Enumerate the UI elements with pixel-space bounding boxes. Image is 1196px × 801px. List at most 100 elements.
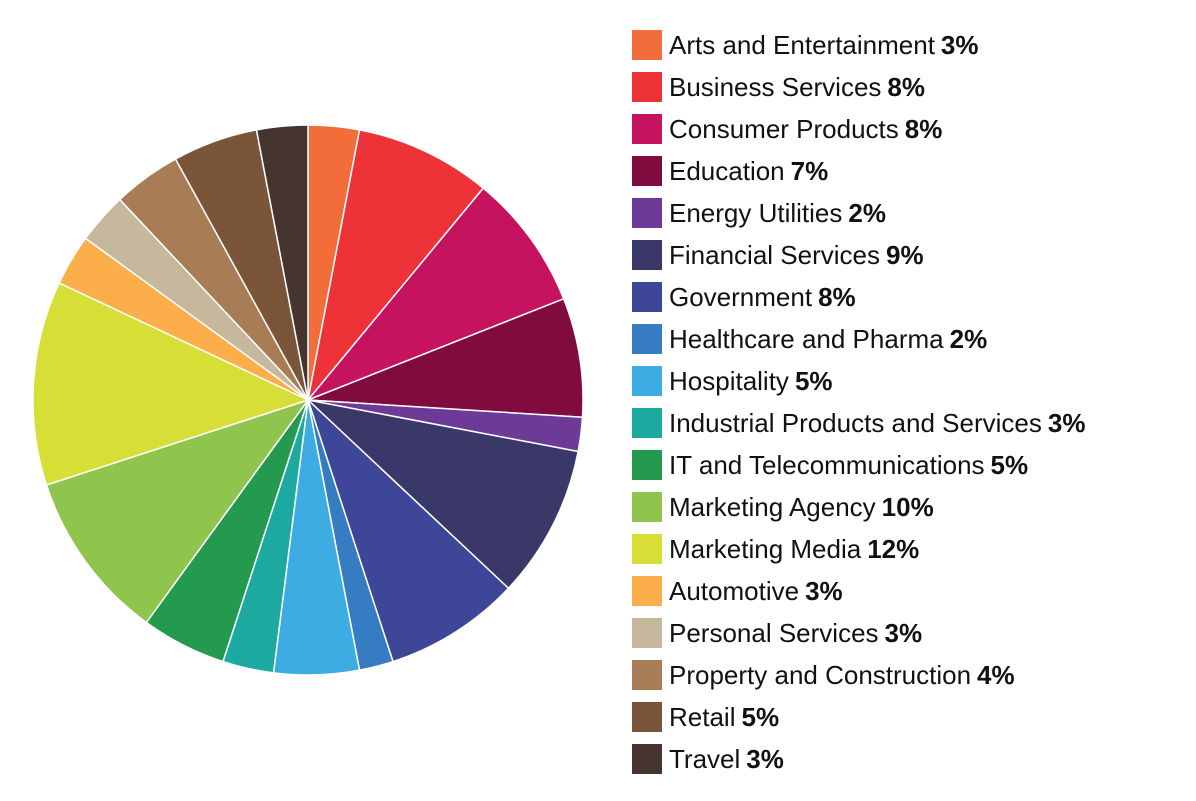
legend-text: Property and Construction 4% (669, 660, 1015, 691)
legend-text: Education 7% (669, 156, 828, 187)
legend-swatch (632, 702, 662, 732)
legend-swatch (632, 30, 662, 60)
legend-label: Personal Services (669, 617, 879, 648)
legend-value: 9% (885, 239, 924, 270)
legend-value: 10% (881, 491, 934, 522)
legend-swatch (632, 156, 662, 186)
legend-label: Government (669, 281, 813, 312)
legend-text: Business Services 8% (669, 72, 925, 103)
legend-text: IT and Telecommunications 5% (669, 450, 1028, 481)
legend-value: 3% (884, 617, 923, 648)
legend-label: Financial Services (669, 239, 880, 270)
pie-slice-consumer-products (307, 187, 565, 401)
legend-item: Property and Construction 4% (632, 654, 1192, 696)
legend-value: 5% (741, 701, 780, 732)
legend-swatch (632, 534, 662, 564)
legend-text: Hospitality 5% (669, 366, 833, 397)
legend-text: Financial Services 9% (669, 240, 924, 271)
legend-value: 7% (790, 155, 829, 186)
legend-value: 2% (949, 323, 988, 354)
legend-swatch (632, 450, 662, 480)
legend-swatch (632, 408, 662, 438)
legend-item: Arts and Entertainment 3% (632, 24, 1192, 66)
legend-item: Consumer Products 8% (632, 108, 1192, 150)
legend-value: 2% (848, 197, 886, 228)
legend-label: Business Services (669, 71, 882, 102)
legend-swatch (632, 576, 662, 606)
legend-label: Arts and Entertainment (669, 29, 935, 60)
legend-item: Energy Utilities 2% (632, 192, 1192, 234)
legend-item: Business Services 8% (632, 66, 1192, 108)
legend-text: Arts and Entertainment 3% (669, 30, 979, 61)
legend-item: Education 7% (632, 150, 1192, 192)
legend-label: Property and Construction (669, 659, 972, 690)
legend-swatch (632, 744, 662, 774)
legend-swatch (632, 492, 662, 522)
legend-value: 5% (794, 365, 833, 396)
legend-value: 8% (887, 71, 925, 102)
legend-item: Hospitality 5% (632, 360, 1192, 402)
legend-text: Healthcare and Pharma 2% (669, 324, 987, 355)
legend-swatch (632, 660, 662, 690)
legend-label: Automotive (669, 575, 800, 606)
legend-text: Personal Services 3% (669, 618, 922, 649)
pie-slices (32, 124, 584, 676)
pie-slice-marketing-agency (45, 399, 309, 624)
legend-text: Government 8% (669, 282, 856, 313)
legend-text: Consumer Products 8% (669, 114, 942, 145)
pie-slice-financial-services (307, 399, 579, 589)
legend-swatch (632, 324, 662, 354)
legend-text: Automotive 3% (669, 576, 843, 607)
legend-item: Travel 3% (632, 738, 1192, 780)
legend: Arts and Entertainment 3% Business Service… (632, 24, 1192, 780)
legend-label: Marketing Agency (669, 491, 876, 522)
legend-text: Energy Utilities 2% (669, 198, 886, 229)
legend-swatch (632, 618, 662, 648)
pie-slice-education (307, 298, 584, 419)
legend-item: Healthcare and Pharma 2% (632, 318, 1192, 360)
legend-item: Retail 5% (632, 696, 1192, 738)
legend-label: Industrial Products and Services (669, 407, 1042, 438)
legend-item: Automotive 3% (632, 570, 1192, 612)
legend-value: 3% (805, 575, 843, 606)
legend-value: 3% (1047, 407, 1086, 438)
legend-value: 8% (904, 113, 943, 144)
pie-slice-marketing-media (32, 282, 309, 486)
legend-text: Travel 3% (669, 744, 784, 775)
legend-item: Marketing Agency 10% (632, 486, 1192, 528)
legend-value: 8% (818, 281, 856, 312)
pie-slice-travel (255, 124, 309, 401)
legend-item: Personal Services 3% (632, 612, 1192, 654)
legend-item: Government 8% (632, 276, 1192, 318)
legend-label: Retail (669, 701, 736, 732)
legend-label: Marketing Media (669, 533, 862, 564)
legend-text: Industrial Products and Services 3% (669, 408, 1085, 439)
legend-value: 5% (990, 449, 1029, 480)
legend-label: Education (669, 155, 785, 186)
legend-text: Marketing Media 12% (669, 534, 919, 565)
legend-item: IT and Telecommunications 5% (632, 444, 1192, 486)
legend-item: Financial Services 9% (632, 234, 1192, 276)
legend-label: IT and Telecommunications (669, 449, 985, 480)
pie-slice-government (307, 399, 510, 663)
legend-label: Hospitality (669, 365, 789, 396)
legend-swatch (632, 114, 662, 144)
legend-swatch (632, 366, 662, 396)
legend-swatch (632, 240, 662, 270)
legend-item: Marketing Media 12% (632, 528, 1192, 570)
legend-label: Consumer Products (669, 113, 899, 144)
legend-swatch (632, 72, 662, 102)
legend-value: 3% (746, 743, 784, 774)
legend-text: Retail 5% (669, 702, 779, 733)
pie-slice-business-services (307, 129, 485, 401)
legend-value: 4% (977, 659, 1015, 690)
legend-swatch (632, 282, 662, 312)
legend-value: 12% (867, 533, 920, 564)
pie-chart (32, 124, 584, 676)
legend-item: Industrial Products and Services 3% (632, 402, 1192, 444)
legend-text: Marketing Agency 10% (669, 492, 934, 523)
legend-label: Energy Utilities (669, 197, 843, 228)
legend-value: 3% (940, 29, 979, 60)
legend-label: Travel (669, 743, 741, 774)
legend-swatch (632, 198, 662, 228)
